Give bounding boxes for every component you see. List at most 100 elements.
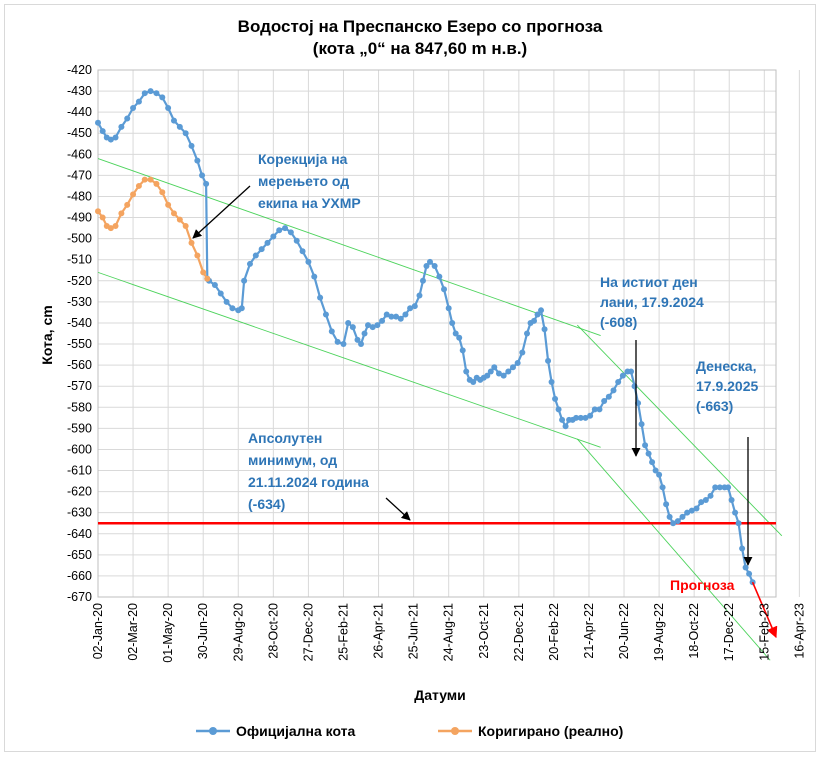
series-0-point-101 [562,423,569,430]
series-0-point-4 [112,134,119,141]
series-0-point-30 [246,260,253,267]
y-tick-label-8: -500 [67,232,92,246]
annotation-arrow-0 [192,185,251,239]
series-1-point-4 [112,222,119,229]
y-tick-label-23: -650 [67,548,92,562]
series-0-point-131 [684,509,691,516]
series-0-point-33 [264,239,271,246]
series-0-point-134 [698,499,705,506]
x-tick-label-10: 24-Aug-21 [442,603,456,661]
series-1-point-17 [188,239,195,246]
annotation-2-line-0: Денеска, [696,358,756,374]
series-line-0 [97,89,754,583]
series-0-point-105 [577,414,584,421]
series-1-point-14 [170,210,177,217]
series-0-point-146 [746,570,753,577]
series-0-point-104 [573,414,580,421]
series-0-point-99 [555,406,562,413]
annotation-0-line-1: мерењето од [258,173,349,189]
series-1-point-0 [95,208,101,215]
series-0-point-60 [402,311,409,318]
series-0-point-55 [379,317,386,324]
series-0-point-13 [165,104,172,111]
series-0-point-126 [663,501,670,508]
series-0-point-48 [349,324,356,331]
series-0-point-51 [361,330,368,337]
series-0-point-136 [707,492,714,499]
series-0-point-84 [495,370,502,377]
series-1-point-10 [147,176,154,183]
annotation-3-line-2: 21.11.2024 година [248,474,369,490]
y-tick-label-13: -550 [67,337,92,351]
y-tick-label-1: -430 [67,84,92,98]
series-0-point-7 [130,104,137,111]
y-tick-label-2: -440 [67,105,92,119]
series-0-point-9 [141,90,148,97]
chart-title: Водостој на Преспанско Езеро со прогноза [238,17,603,36]
trend-line-2 [576,324,783,537]
series-0-point-138 [716,484,723,491]
series-1-point-1 [99,214,106,221]
series-0-point-40 [305,258,312,265]
series-0-point-29 [241,277,248,284]
series-1-point-19 [200,269,207,276]
series-1-point-6 [124,201,131,208]
series-0-point-141 [728,497,735,504]
series-0-point-68 [436,273,443,280]
y-axis-title: Кота, cm [39,305,55,364]
series-0-point-63 [416,292,423,299]
series-0-point-112 [610,387,617,394]
series-0-point-56 [383,311,390,318]
y-tick-label-21: -630 [67,506,92,520]
trend-line-3 [576,438,771,661]
y-tick-label-20: -620 [67,485,92,499]
series-0-point-87 [509,364,516,371]
series-0-point-19 [199,172,206,179]
series-0-point-97 [548,378,555,385]
x-tick-label-4: 29-Aug-20 [231,603,245,661]
series-0-point-43 [322,311,329,318]
series-0-point-45 [334,338,341,345]
series-0-point-70 [445,305,452,312]
series-0-point-114 [619,372,626,379]
series-1-point-11 [153,180,160,187]
x-tick-label-6: 27-Dec-20 [301,603,315,661]
x-tick-label-13: 20-Feb-22 [547,603,561,661]
series-0-point-92 [531,317,538,324]
series-1-point-7 [130,191,137,198]
x-tick-label-11: 23-Oct-21 [477,603,491,659]
series-0-point-116 [628,368,635,375]
y-axis-ticks: -420 -430 -440 -450 -460 -470 -480 -490 -500 -510… [67,63,92,604]
series-0-point-37 [287,229,294,236]
series-0-point-121 [645,450,652,457]
x-tick-label-7: 25-Feb-21 [336,603,350,661]
series-0-point-39 [299,248,306,255]
series-0-point-25 [223,298,230,305]
x-tick-label-0: 02-Jan-20 [91,603,105,659]
annotation-2-line-1: 17.9.2025 [696,378,758,394]
legend-label-1: Коригирано (реално) [478,723,623,739]
series-0-point-38 [293,237,300,244]
forecast-line [751,581,778,639]
trend-line-0 [97,158,601,337]
series-0-point-135 [702,497,709,504]
series-0-point-64 [419,277,426,284]
series-0-point-54 [374,322,381,329]
series-0-point-5 [118,123,125,130]
annotation-4-line-0: Прогноза [670,577,735,593]
series-0-point-67 [431,263,438,270]
y-tick-label-0: -420 [67,63,92,77]
annotation-3-line-1: минимум, од [248,452,337,468]
series-0-point-58 [393,313,400,320]
series-1-point-5 [118,210,125,217]
series-0-point-144 [739,545,746,552]
y-tick-label-9: -510 [67,253,92,267]
legend-label-0: Официјална кота [236,723,356,739]
series-0-point-23 [211,282,218,289]
series-0-point-122 [649,459,656,466]
annotation-0-line-2: екипа на УХМР [258,195,361,211]
series-0-point-26 [229,305,236,312]
series-0-point-0 [95,119,101,126]
series-0-point-128 [670,520,677,527]
annotation-arrow-3 [385,497,411,521]
